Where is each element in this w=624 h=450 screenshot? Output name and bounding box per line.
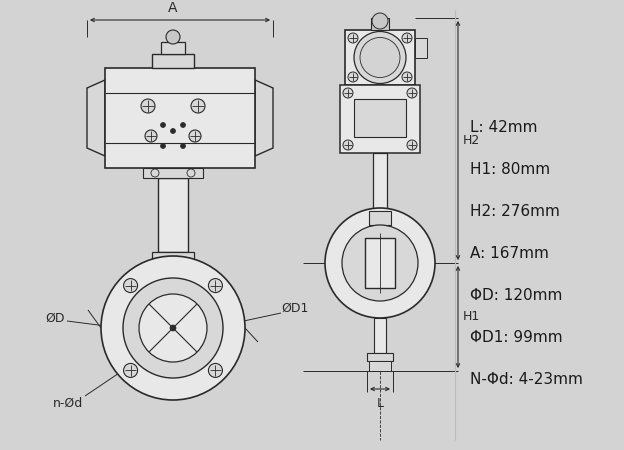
- Bar: [143, 168, 203, 178]
- Text: A: 167mm: A: 167mm: [470, 247, 549, 261]
- Bar: [375, 225, 385, 235]
- Circle shape: [342, 225, 418, 301]
- Ellipse shape: [139, 294, 207, 362]
- Circle shape: [141, 99, 155, 113]
- Text: H2: 276mm: H2: 276mm: [470, 204, 560, 220]
- Circle shape: [325, 208, 435, 318]
- Circle shape: [180, 122, 185, 127]
- Bar: [340, 85, 420, 153]
- Bar: [158, 178, 188, 252]
- Circle shape: [160, 122, 165, 127]
- Bar: [161, 42, 185, 54]
- Circle shape: [160, 144, 165, 149]
- Bar: [105, 68, 255, 168]
- Polygon shape: [87, 80, 105, 156]
- Circle shape: [354, 32, 406, 84]
- Circle shape: [407, 88, 417, 98]
- Ellipse shape: [101, 256, 245, 400]
- Circle shape: [180, 144, 185, 149]
- Circle shape: [166, 30, 180, 44]
- Circle shape: [145, 130, 157, 142]
- Text: L: 42mm: L: 42mm: [470, 121, 537, 135]
- Bar: [354, 99, 406, 137]
- Text: n-Ød: n-Ød: [53, 396, 83, 410]
- Circle shape: [360, 37, 400, 77]
- Text: H1: H1: [463, 310, 480, 324]
- Bar: [369, 361, 391, 371]
- Ellipse shape: [123, 278, 223, 378]
- Text: L: L: [376, 397, 384, 410]
- Circle shape: [189, 130, 201, 142]
- Bar: [373, 153, 387, 211]
- Text: ØD: ØD: [46, 311, 65, 324]
- Circle shape: [151, 169, 159, 177]
- Text: ΦD: 120mm: ΦD: 120mm: [470, 288, 562, 303]
- Circle shape: [348, 72, 358, 82]
- Circle shape: [402, 72, 412, 82]
- Circle shape: [343, 140, 353, 150]
- Circle shape: [208, 279, 222, 292]
- Bar: [152, 252, 194, 262]
- Circle shape: [124, 364, 137, 378]
- Bar: [365, 238, 395, 288]
- Circle shape: [407, 140, 417, 150]
- Circle shape: [348, 33, 358, 43]
- Circle shape: [191, 99, 205, 113]
- Circle shape: [402, 33, 412, 43]
- Bar: [374, 318, 386, 353]
- Circle shape: [124, 279, 137, 292]
- Text: A: A: [168, 1, 178, 15]
- Text: ØD1: ØD1: [281, 302, 309, 315]
- Circle shape: [187, 169, 195, 177]
- Circle shape: [343, 88, 353, 98]
- Circle shape: [208, 364, 222, 378]
- Text: N-Φd: 4-23mm: N-Φd: 4-23mm: [470, 373, 583, 387]
- Text: H1: 80mm: H1: 80mm: [470, 162, 550, 177]
- Bar: [371, 18, 389, 30]
- Circle shape: [170, 325, 176, 331]
- Text: H2: H2: [463, 134, 480, 147]
- Circle shape: [170, 129, 175, 134]
- Bar: [369, 211, 391, 225]
- Polygon shape: [255, 80, 273, 156]
- Bar: [367, 353, 393, 361]
- Bar: [129, 284, 217, 372]
- Bar: [152, 54, 194, 68]
- Bar: [345, 30, 415, 85]
- Text: ΦD1: 99mm: ΦD1: 99mm: [470, 330, 563, 346]
- Circle shape: [372, 13, 388, 29]
- Bar: [415, 38, 427, 58]
